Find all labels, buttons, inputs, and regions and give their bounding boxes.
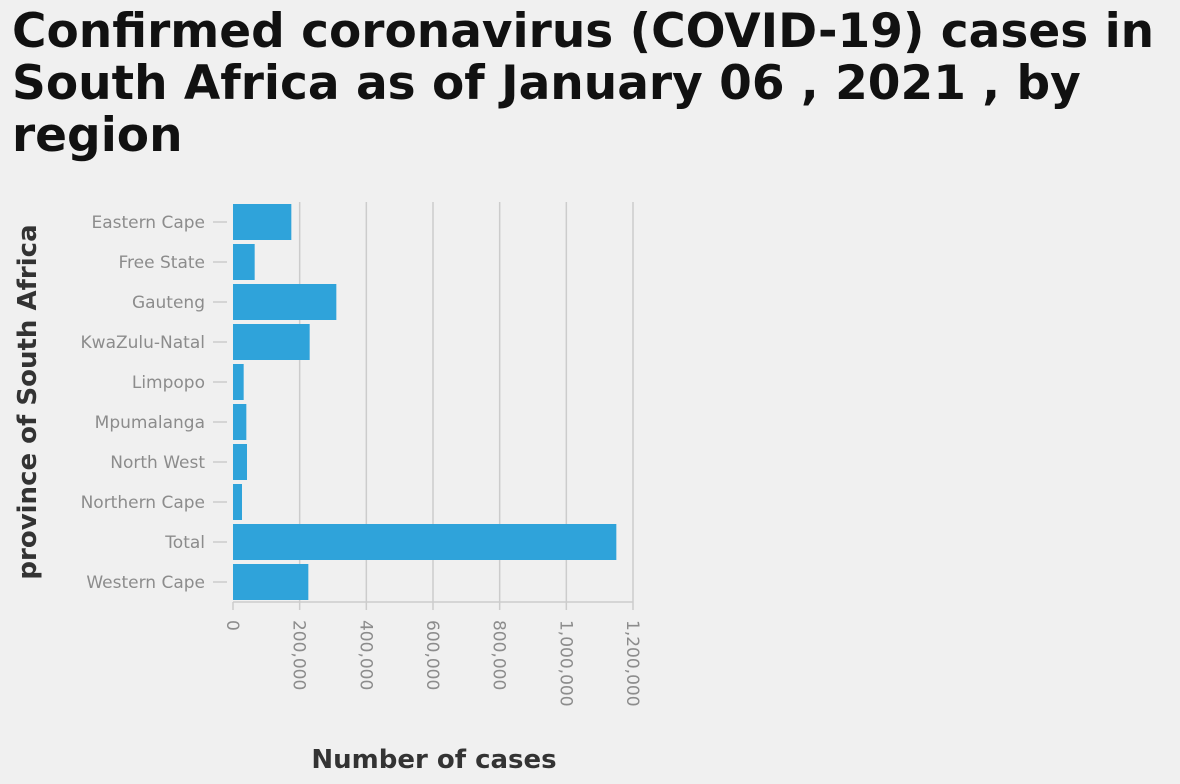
bar-western-cape: [233, 564, 309, 600]
bar-mpumalanga: [233, 404, 247, 440]
bar-north-west: [233, 444, 247, 480]
y-tick-label: Eastern Cape: [91, 213, 205, 233]
x-tick-label: 1,200,000: [622, 620, 642, 707]
y-tick-label: Gauteng: [132, 293, 205, 313]
x-tick-label: 800,000: [489, 620, 509, 690]
chart-title: Confirmed coronavirus (COVID-19) cases i…: [12, 4, 1155, 163]
y-tick-label: Mpumalanga: [95, 413, 205, 433]
x-tick-label: 400,000: [355, 620, 375, 690]
y-tick-label: Total: [164, 533, 205, 553]
bars: [233, 204, 617, 600]
x-axis-title: Number of cases: [311, 745, 556, 775]
axes: [213, 221, 634, 610]
x-tick-label: 600,000: [422, 620, 442, 690]
y-tick-label: Northern Cape: [81, 493, 205, 513]
y-axis-title: province of South Africa: [13, 224, 43, 579]
x-tick-label: 1,000,000: [555, 620, 575, 707]
y-tick-label: Free State: [119, 253, 205, 273]
y-tick-label: Western Cape: [86, 573, 205, 593]
bar-limpopo: [233, 364, 244, 400]
bar-free-state: [233, 244, 255, 280]
bar-eastern-cape: [233, 204, 292, 240]
x-tick-label: 0: [222, 620, 242, 631]
y-tick-label: KwaZulu-Natal: [81, 333, 205, 353]
bar-total: [233, 524, 617, 560]
tick-labels: 0 200,000 400,000 600,000 800,000 1,000,000 1,…: [81, 213, 642, 707]
bar-gauteng: [233, 284, 337, 320]
y-tick-label: North West: [110, 453, 205, 473]
bar-kwazulu-natal: [233, 324, 310, 360]
bar-northern-cape: [233, 484, 242, 520]
y-tick-label: Limpopo: [132, 373, 205, 393]
x-tick-label: 200,000: [289, 620, 309, 690]
